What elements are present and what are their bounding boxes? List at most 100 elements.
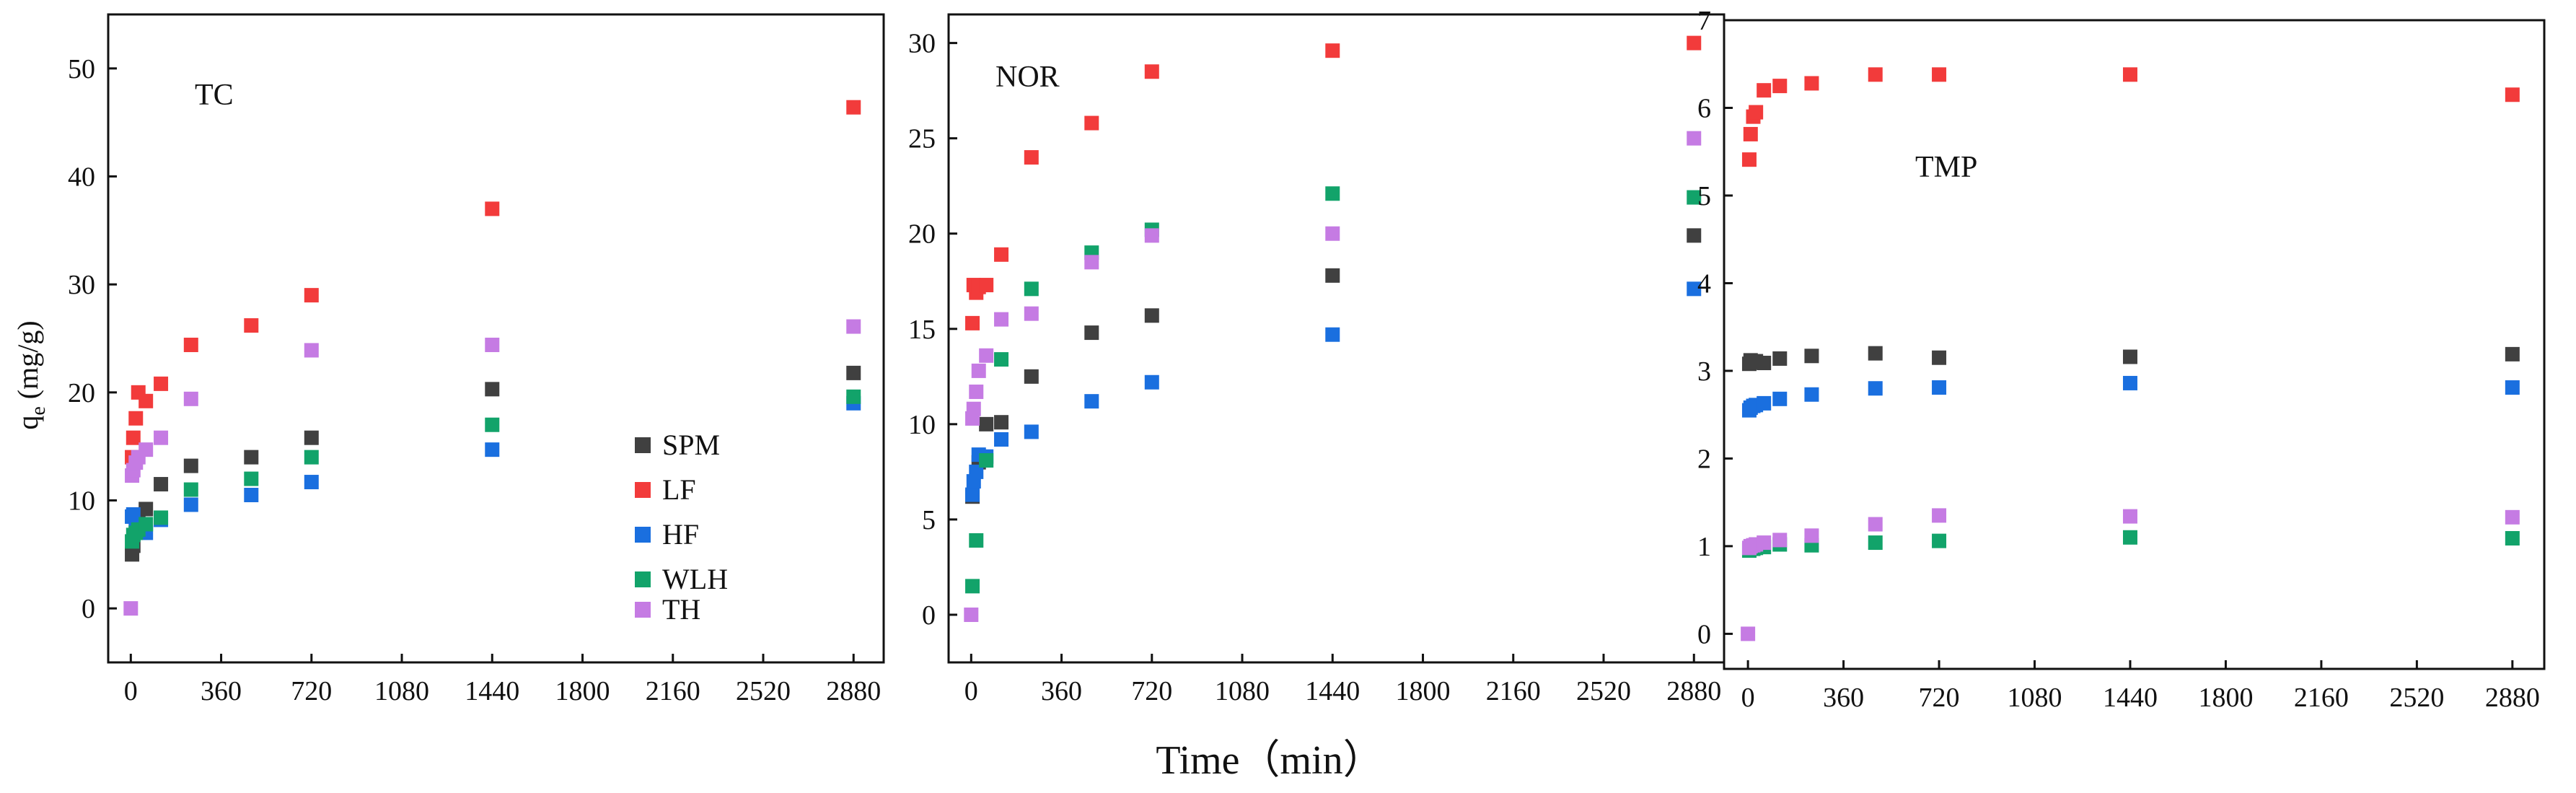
x-tick-label: 360 [1823,683,1864,713]
legend-label-wlh: WLH [662,563,728,595]
panel-title: NOR [995,61,1060,94]
data-point-spm [485,382,500,397]
y-tick-label: 30 [908,29,936,59]
data-point-hf [2122,375,2137,390]
data-point-lf [128,411,144,426]
x-tick-label: 0 [964,676,978,706]
x-tick-label: 720 [1919,683,1960,713]
x-tick-label: 2880 [826,676,881,706]
x-tick-label: 2160 [2294,683,2349,713]
y-tick-label: 3 [1697,356,1711,387]
legend-label-spm: SPM [662,429,720,461]
data-point-lf [1325,43,1340,58]
data-point-spm [2505,346,2520,362]
data-point-spm [846,365,861,380]
data-point-lf [2122,67,2137,82]
data-point-lf [979,278,994,293]
data-point-lf [1757,83,1772,98]
data-point-spm [1772,351,1788,366]
data-point-th [304,343,319,358]
series-lf [125,100,861,465]
series-hf [965,281,1702,502]
data-point-wlh [1325,186,1340,201]
y-tick-label: 25 [908,124,936,154]
data-point-lf [1804,76,1819,91]
data-point-spm [1932,350,1947,365]
legend-label-lf: LF [662,473,696,506]
data-point-wlh [979,453,994,468]
data-point-lf [965,315,980,330]
data-point-th [971,363,986,378]
data-point-th [964,607,979,622]
data-point-wlh [846,389,861,404]
data-point-hf [244,488,259,503]
data-point-th [2122,509,2137,524]
data-point-spm [244,450,259,465]
data-point-hf [969,464,984,479]
y-axis-title-main: q [12,416,44,430]
data-point-lf [1932,67,1947,82]
data-point-spm [1868,346,1883,361]
y-tick-label: 5 [1697,181,1711,211]
legend-marker-wlh [635,571,651,587]
data-point-lf [1749,105,1764,120]
y-axis-title-unit: (mg/g) [12,320,44,406]
data-point-lf [304,288,319,303]
x-tick-label: 2160 [1486,676,1541,706]
legend-marker-lf [635,482,651,498]
series-wlh [125,389,861,549]
data-point-hf [1804,387,1819,402]
data-point-wlh [2505,530,2520,546]
data-point-th [154,430,169,445]
y-tick-label: 10 [908,410,936,440]
data-point-hf [1325,327,1340,342]
y-tick-label: 40 [68,162,95,193]
data-point-wlh [139,517,154,532]
x-tick-label: 2520 [1576,676,1631,706]
data-point-wlh [969,533,984,548]
x-tick-label: 1800 [555,676,610,706]
data-point-th [1868,517,1883,532]
x-tick-label: 1440 [2103,683,2158,713]
data-point-th [1932,508,1947,523]
plot-frame [107,13,885,664]
data-point-wlh [1868,535,1883,551]
data-point-th [1757,535,1772,551]
x-tick-label: 2160 [646,676,700,706]
data-point-hf [1687,281,1702,297]
data-point-lf [1687,35,1702,51]
data-point-hf [1932,380,1947,395]
x-tick-label: 0 [124,676,138,706]
data-point-wlh [994,352,1009,367]
legend-label-th: TH [662,593,700,626]
data-point-hf [1757,395,1772,411]
data-point-th [139,442,154,457]
data-point-lf [994,247,1009,262]
data-point-spm [1757,356,1772,371]
y-tick-label: 2 [1697,444,1711,474]
data-point-lf [1743,126,1758,141]
data-point-th [994,312,1009,327]
y-tick-label: 0 [922,600,936,631]
y-axis-title: qe (mg/g) [12,320,50,429]
x-tick-label: 2520 [2389,683,2444,713]
data-point-spm [139,501,154,517]
data-point-hf [1868,381,1883,396]
data-point-spm [154,477,169,492]
data-point-th [1804,528,1819,543]
data-point-lf [1772,79,1788,94]
data-point-th [979,348,994,363]
data-point-wlh [244,471,259,486]
data-point-spm [1024,369,1039,384]
data-point-th [1741,626,1756,641]
data-point-wlh [965,579,980,594]
data-point-spm [183,458,198,473]
y-tick-label: 20 [908,219,936,250]
x-tick-label: 0 [1741,683,1755,713]
x-tick-label: 1440 [465,676,519,706]
data-point-spm [979,416,994,431]
x-axis-title: Time（min） [1156,738,1383,783]
data-point-spm [1325,268,1340,283]
data-point-wlh [183,482,198,497]
x-tick-label: 360 [1041,676,1082,706]
